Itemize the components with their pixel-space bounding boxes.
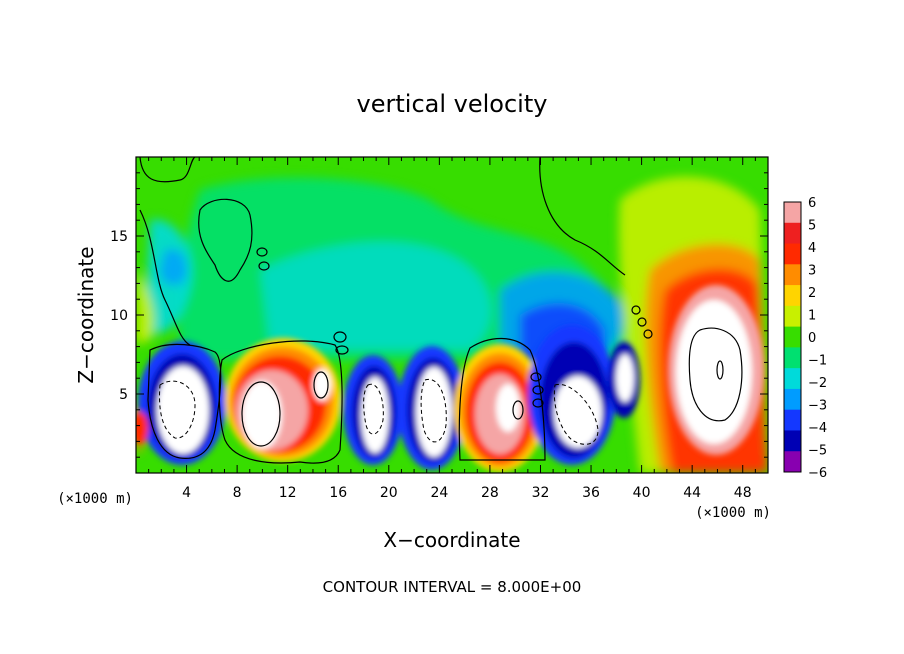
small-contour-10 bbox=[643, 329, 653, 339]
colorbar-label: 0 bbox=[808, 331, 816, 346]
small-contour-8 bbox=[631, 305, 641, 315]
x-tick-label: 36 bbox=[582, 485, 600, 501]
colorbar-label: −3 bbox=[808, 399, 827, 414]
colorbar-swatch bbox=[784, 388, 801, 411]
upper-blue-region-left bbox=[160, 249, 187, 286]
colorbar-swatch bbox=[784, 451, 801, 473]
colorbar-swatch bbox=[784, 285, 801, 307]
x-tick-label: 28 bbox=[481, 485, 499, 501]
neg-contour-cell-1 bbox=[159, 380, 196, 439]
cell-6-core bbox=[496, 384, 520, 432]
chart-title: vertical velocity bbox=[357, 90, 548, 118]
zero-contour-cell-6 bbox=[458, 337, 546, 461]
zero-contour-left-band bbox=[139, 209, 191, 346]
velocity-field bbox=[136, 157, 768, 473]
x-tick-label: 12 bbox=[279, 485, 297, 501]
x-unit-label-left: (×1000 m) bbox=[57, 491, 133, 507]
x-tick-label: 32 bbox=[532, 485, 550, 501]
colorbar-label: −4 bbox=[808, 421, 827, 436]
cell-7-core bbox=[554, 376, 602, 448]
colorbar-swatch bbox=[784, 305, 801, 328]
neg-contour-cell-4 bbox=[363, 383, 384, 435]
y-tick-label: 10 bbox=[110, 308, 128, 324]
colorbar-label: 1 bbox=[808, 309, 816, 324]
zero-contour-upper-right bbox=[539, 157, 626, 276]
zero-contour-cell-9 bbox=[688, 327, 743, 422]
cell-9-core bbox=[676, 300, 752, 444]
cell-2-core bbox=[242, 381, 282, 449]
colorbar-label: −6 bbox=[808, 466, 827, 481]
cell-8-core bbox=[616, 354, 634, 402]
colorbar-label: 2 bbox=[808, 286, 816, 301]
small-contour-6 bbox=[532, 385, 544, 395]
cell-1-core bbox=[157, 366, 209, 454]
colorbar-label: 4 bbox=[808, 241, 816, 256]
colorbar: 6 5 4 3 2 1 0 −1 −2 −3 −4 −5 −6 bbox=[783, 196, 827, 481]
y-tick-label: 15 bbox=[110, 229, 128, 245]
small-contour-4 bbox=[335, 345, 349, 355]
left-edge-yellow-region bbox=[136, 270, 155, 345]
contour-interval-note: CONTOUR INTERVAL = 8.000E+00 bbox=[323, 578, 582, 596]
colorbar-label: 5 bbox=[808, 219, 816, 234]
colorbar-swatch bbox=[784, 243, 801, 265]
zero-contours bbox=[139, 157, 743, 464]
y-tick-label: 5 bbox=[119, 387, 128, 403]
colorbar-swatch bbox=[784, 347, 801, 369]
colorbar-swatch bbox=[784, 326, 801, 348]
colorbar-swatch bbox=[784, 264, 801, 286]
colorbar-label: −5 bbox=[808, 444, 827, 459]
zero-contour-cell-6-core bbox=[512, 400, 524, 420]
zero-contour-cell-2-core bbox=[241, 381, 281, 447]
x-tick-label: 8 bbox=[233, 485, 242, 501]
cell-1-left-red bbox=[136, 412, 148, 444]
x-tick-label: 48 bbox=[734, 485, 752, 501]
x-tick-label: 40 bbox=[633, 485, 651, 501]
colorbar-label: 3 bbox=[808, 264, 816, 279]
small-contour-1 bbox=[256, 247, 268, 257]
colorbar-label: −1 bbox=[808, 354, 827, 369]
colorbar-frame bbox=[783, 201, 802, 473]
x-axis-label: X−coordinate bbox=[383, 528, 520, 552]
negative-contours bbox=[159, 378, 599, 445]
upper-cyan-region-mid bbox=[260, 241, 492, 350]
colorbar-label: −2 bbox=[808, 376, 827, 391]
zero-contour-cell-9-core bbox=[716, 360, 724, 380]
x-unit-label-right: (×1000 m) bbox=[695, 505, 771, 521]
colorbar-swatch bbox=[784, 368, 801, 390]
small-contour-3 bbox=[333, 331, 347, 343]
y-axis-label: Z−coordinate bbox=[74, 246, 98, 383]
x-tick-label: 4 bbox=[182, 485, 191, 501]
x-tick-label: 44 bbox=[683, 485, 701, 501]
zero-contour-upper-left bbox=[139, 157, 196, 183]
small-contour-5 bbox=[530, 372, 542, 382]
colorbar-swatch bbox=[784, 222, 801, 245]
x-tick-label: 24 bbox=[430, 485, 448, 501]
cell-4-core bbox=[361, 377, 389, 453]
colorbar-swatch bbox=[784, 202, 801, 224]
x-tick-label: 20 bbox=[380, 485, 398, 501]
x-tick-label: 16 bbox=[329, 485, 347, 501]
zero-contour-island-upper bbox=[198, 198, 253, 282]
zero-contour-cell-3 bbox=[313, 371, 329, 399]
colorbar-swatch bbox=[784, 430, 801, 452]
colorbar-swatch bbox=[784, 409, 801, 431]
small-contour-2 bbox=[258, 261, 270, 271]
zero-contour-cell-2 bbox=[218, 340, 343, 464]
small-contour-9 bbox=[637, 317, 647, 327]
small-contour-7 bbox=[532, 398, 544, 408]
colorbar-label: 6 bbox=[808, 196, 816, 211]
zero-contour-cell-1 bbox=[147, 343, 222, 459]
